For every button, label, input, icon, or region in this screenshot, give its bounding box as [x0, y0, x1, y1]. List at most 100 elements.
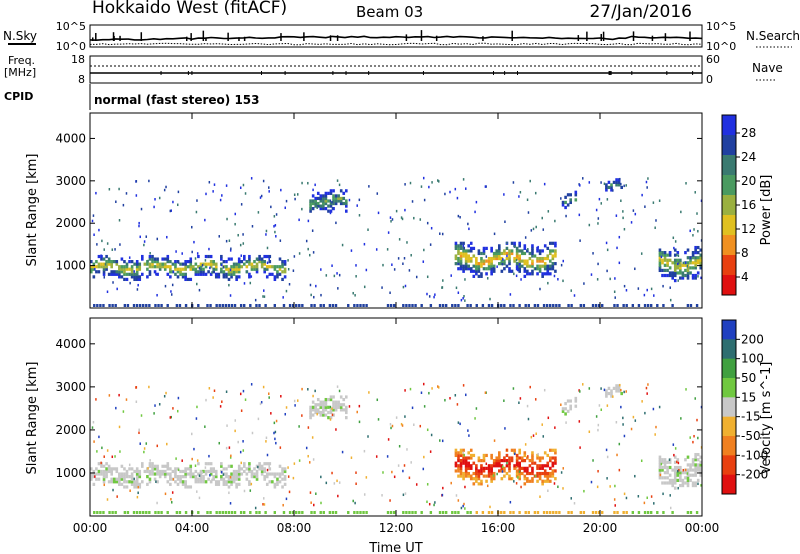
velocity-cell — [194, 480, 198, 484]
power-cell — [566, 193, 570, 197]
power-cell — [561, 203, 565, 207]
velocity-noise-cell — [519, 397, 522, 400]
velocity-cell — [225, 475, 228, 479]
velocity-cell — [100, 469, 103, 474]
power-cell — [230, 257, 233, 261]
velocity-noise-cell — [331, 413, 334, 417]
power-noise-cell — [363, 242, 366, 246]
velocity-cell — [156, 467, 159, 471]
velocity-cell — [668, 481, 672, 485]
velocity-noise-cell — [154, 404, 156, 407]
velocity-noise-cell — [270, 412, 272, 415]
velocity-near-range-cell — [524, 511, 527, 514]
velocity-cell — [281, 472, 284, 476]
velocity-noise-cell — [430, 433, 433, 437]
velocity-cell — [696, 478, 700, 483]
power-noise-cell — [270, 205, 272, 209]
velocity-near-range-cell — [123, 511, 127, 514]
power-near-range-cell — [567, 304, 570, 307]
power-cell — [490, 264, 493, 268]
velocity-noise-cell — [464, 507, 466, 510]
velocity-noise-cell — [135, 386, 138, 389]
velocity-cell — [130, 482, 134, 486]
power-noise-cell — [208, 247, 210, 251]
velocity-cell — [158, 469, 162, 474]
power-noise-cell — [422, 176, 425, 180]
velocity-noise-cell — [313, 503, 315, 507]
velocity-cell — [543, 479, 547, 483]
velocity-cell — [138, 472, 142, 476]
velocity-cell — [498, 459, 501, 463]
power-noise-cell — [355, 264, 357, 267]
velocity-cell — [671, 468, 674, 472]
velocity-cell — [469, 466, 473, 470]
velocity-cell — [309, 408, 312, 412]
velocity-noise-cell — [287, 466, 289, 469]
velocity-noise-cell — [171, 491, 174, 494]
velocity-noise-cell — [592, 459, 594, 462]
power-noise-cell — [535, 225, 537, 229]
power-noise-cell — [196, 252, 199, 255]
velocity-noise-cell — [145, 442, 148, 445]
power-noise-cell — [170, 209, 172, 212]
power-noise-cell — [91, 219, 94, 223]
power-cell — [265, 254, 269, 259]
velocity-cell — [526, 466, 529, 470]
power-near-range-cell — [408, 304, 411, 307]
velocity-cell — [676, 473, 680, 477]
velocity-noise-cell — [164, 492, 167, 496]
velocity-cell — [564, 412, 567, 416]
velocity-cell — [345, 408, 348, 412]
velocity-cell — [551, 448, 555, 452]
velocity-cell — [546, 474, 550, 478]
power-noise-cell — [442, 279, 444, 282]
power-noise-cell — [221, 194, 223, 197]
velocity-cell — [102, 469, 106, 474]
velocity-noise-cell — [700, 405, 703, 409]
velocity-near-range-cell — [291, 511, 295, 514]
power-cell — [472, 269, 476, 273]
velocity-cell — [135, 480, 139, 484]
power-noise-cell — [263, 289, 265, 292]
power-noise-cell — [423, 198, 426, 202]
power-noise-cell — [444, 192, 446, 196]
power-noise-cell — [644, 205, 646, 208]
power-cell — [546, 254, 550, 258]
noise-tick-left-low: 10^0 — [56, 40, 86, 53]
velocity-noise-cell — [257, 417, 260, 421]
power-cell — [214, 275, 218, 279]
power-noise-cell — [598, 197, 601, 201]
power-cell — [523, 244, 527, 248]
power-near-range-cell — [625, 304, 628, 307]
velocity-cell — [661, 458, 664, 462]
velocity-cell — [334, 403, 338, 407]
power-cell — [220, 254, 223, 259]
velocity-cell — [194, 469, 198, 474]
power-noise-cell — [209, 266, 211, 270]
velocity-cell — [475, 471, 478, 476]
velocity-noise-cell — [176, 409, 179, 413]
power-cell — [661, 261, 664, 265]
power-cell — [696, 245, 700, 250]
power-noise-cell — [597, 262, 599, 266]
velocity-cell — [92, 482, 96, 486]
power-noise-cell — [367, 228, 369, 231]
velocity-noise-cell — [659, 473, 662, 477]
velocity-cell — [699, 473, 703, 477]
velocity-cell — [490, 479, 493, 483]
velocity-cell — [480, 469, 483, 473]
power-cell — [469, 259, 473, 263]
power-cell — [526, 262, 529, 266]
velocity-noise-cell — [208, 454, 210, 458]
power-noise-cell — [285, 289, 288, 293]
power-noise-cell — [475, 200, 478, 204]
power-cell — [554, 251, 557, 256]
ytick-label: 2000 — [55, 216, 86, 230]
ytick-label: 3000 — [55, 174, 86, 188]
velocity-cell — [133, 469, 136, 474]
velocity-noise-cell — [163, 394, 166, 398]
power-noise-cell — [696, 212, 698, 215]
power-cell — [566, 203, 570, 207]
velocity-cell — [459, 461, 463, 465]
velocity-cell — [222, 467, 226, 471]
